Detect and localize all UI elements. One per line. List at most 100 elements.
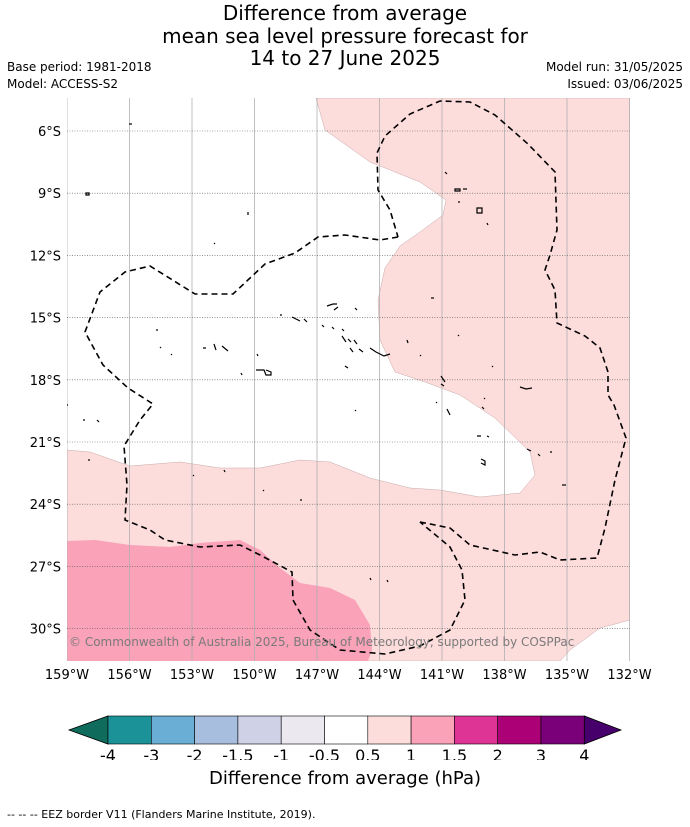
longitude-tick-label: 159°W: [45, 668, 89, 683]
island: [491, 365, 494, 368]
colorbar-tick-label: -1.5: [222, 746, 253, 760]
island: [481, 397, 486, 410]
island: [369, 347, 391, 357]
island: [341, 335, 364, 353]
colorbar-segment: [107, 715, 152, 745]
title-line-3: 14 to 27 June 2025: [249, 46, 441, 70]
latitude-tick-label: 27°S: [30, 560, 61, 575]
colorbar-tick-label: -0.5: [309, 746, 340, 760]
longitude-tick-label: 138°W: [482, 668, 526, 683]
island: [213, 242, 216, 245]
latitude-tick-label: 30°S: [30, 623, 61, 638]
colorbar-tick-label: 0.5: [355, 746, 380, 760]
model-run: Model run: 31/05/2025: [545, 60, 683, 74]
title-line-2: mean sea level pressure forecast for: [162, 23, 528, 48]
colorbar-segment: [151, 715, 195, 745]
colorbar-segment: [367, 715, 412, 745]
map-title: Difference from average mean sea level p…: [0, 2, 690, 70]
island: [435, 401, 451, 416]
issued-date: Issued: 03/06/2025: [567, 77, 683, 91]
island: [419, 354, 422, 357]
copyright-notice: © Commonwealth of Australia 2025, Bureau…: [69, 635, 574, 649]
colorbar: [67, 715, 623, 745]
colorbar-segment: [497, 715, 542, 745]
latitude-labels: 6°S 9°S 12°S 15°S 18°S 21°S 24°S 27°S 30°S: [30, 125, 61, 638]
longitude-tick-label: 135°W: [545, 668, 589, 683]
island: [519, 386, 533, 390]
island: [440, 375, 446, 387]
colorbar-tick-label: -3: [143, 746, 159, 760]
latitude-tick-label: 21°S: [30, 436, 61, 451]
meta-right: Model run: 31/05/2025 Issued: 03/06/2025: [546, 59, 683, 93]
island: [240, 372, 243, 376]
latitude-tick-label: 6°S: [38, 125, 61, 140]
island: [321, 324, 358, 345]
island: [256, 353, 259, 357]
island: [354, 409, 357, 412]
colorbar-tick-label: 3: [536, 746, 546, 760]
colorbar-tick-labels: -4 -3 -2 -1.5 -1 -0.5 0.5 1 1.5 2 3 4: [100, 746, 589, 760]
longitude-tick-label: 156°W: [107, 668, 151, 683]
colorbar-underflow-arrow: [67, 715, 109, 745]
colorbar-label: Difference from average (hPa): [208, 768, 482, 789]
colorbar-segment: [410, 715, 455, 745]
longitude-tick-label: 141°W: [420, 668, 464, 683]
colorbar-segment: [324, 715, 369, 745]
colorbar-tick-label: 2: [493, 746, 503, 760]
island: [369, 577, 389, 583]
island: [203, 343, 229, 352]
map-area: © Commonwealth of Australia 2025, Bureau…: [67, 98, 630, 661]
island: [223, 469, 226, 473]
longitude-tick-label: 132°W: [607, 668, 651, 683]
colorbar-tick-label: -1: [273, 746, 289, 760]
latitude-tick-label: 12°S: [30, 249, 61, 264]
island: [526, 448, 552, 457]
title-line-1: Difference from average: [222, 1, 468, 25]
latitude-tick-label: 24°S: [30, 498, 61, 513]
latitude-tick-label: 15°S: [30, 312, 61, 327]
longitude-tick-label: 147°W: [295, 668, 339, 683]
islands: [67, 123, 566, 583]
colorbar-tick-label: -4: [100, 746, 116, 760]
island: [85, 192, 90, 196]
island: [476, 207, 483, 214]
anomaly-region-0.5-1-south: [67, 98, 630, 661]
island: [344, 365, 349, 369]
eez-border-east: [376, 100, 627, 561]
map-figure: © Commonwealth of Australia 2025, Bureau…: [30, 98, 652, 760]
anomaly-region-1-1.5-southwest: [67, 540, 372, 661]
island: [83, 419, 100, 423]
longitude-tick-label: 144°W: [357, 668, 401, 683]
colorbar-segment: [194, 715, 239, 745]
colorbar-segment: [237, 715, 282, 745]
colorbar-tick-label: 1: [406, 746, 416, 760]
island: [192, 474, 195, 477]
island: [326, 303, 339, 311]
island: [457, 334, 460, 337]
island: [354, 307, 358, 311]
footer-eez-note: -- -- -- EEZ border V11 (Flanders Marine…: [7, 808, 316, 821]
latitude-tick-label: 9°S: [38, 187, 61, 202]
colorbar-tick-label: 4: [579, 746, 589, 760]
island: [477, 435, 490, 438]
latitude-tick-label: 18°S: [30, 374, 61, 389]
island: [262, 489, 265, 492]
island: [480, 458, 486, 466]
model-name: Model: ACCESS-S2: [7, 77, 119, 91]
longitude-labels: 159°W 156°W 153°W 150°W 147°W 144°W 141°W 138°W…: [45, 668, 652, 683]
colorbar-tick-label: -2: [187, 746, 203, 760]
island: [406, 339, 409, 344]
island: [256, 369, 272, 376]
colorbar-segment: [454, 715, 498, 745]
island: [280, 314, 308, 323]
island: [454, 188, 461, 192]
colorbar-segment: [540, 715, 585, 745]
colorbar-overflow-arrow: [583, 715, 623, 745]
base-period: Base period: 1981-2018: [7, 60, 152, 74]
longitude-tick-label: 150°W: [232, 668, 276, 683]
longitude-tick-label: 153°W: [170, 668, 214, 683]
island: [444, 171, 448, 175]
island: [159, 346, 173, 356]
island: [486, 222, 489, 226]
colorbar-segment: [280, 715, 325, 745]
